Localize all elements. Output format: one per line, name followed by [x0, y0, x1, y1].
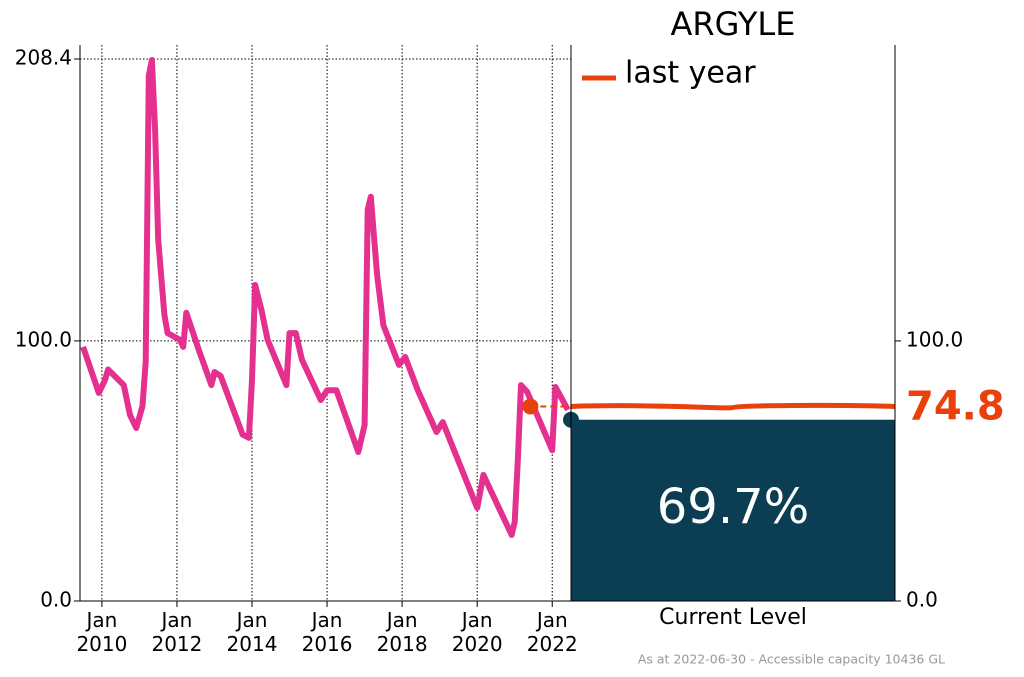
x-tick-label: Jan 2016	[301, 608, 353, 656]
legend-label: last year	[625, 56, 756, 91]
x-tick-label: Current Level	[659, 605, 807, 630]
x-tick-label: Jan 2020	[451, 608, 503, 656]
reference-dot	[522, 398, 539, 415]
y-tick-label: 0.0	[906, 588, 938, 612]
x-tick-label: Jan 2014	[226, 608, 278, 656]
x-tick-label: Jan 2022	[526, 608, 578, 656]
value-label: 69.7%	[657, 479, 809, 535]
footnote: As at 2022-06-30 - Accessible capacity 1…	[638, 652, 945, 667]
reference-label: 74.8	[906, 383, 1005, 429]
y-tick-label: 100.0	[15, 327, 72, 351]
y-tick-label: 208.4	[15, 46, 72, 70]
reference-line	[570, 402, 896, 411]
y-tick-label: 0.0	[40, 588, 72, 612]
x-tick-label: Jan 2018	[376, 608, 428, 656]
data-line	[80, 57, 571, 538]
chart-title: ARGYLE	[671, 5, 796, 43]
bar	[571, 419, 895, 601]
y-tick-label: 100.0	[906, 327, 963, 351]
x-tick-label: Jan 2010	[76, 608, 128, 656]
x-tick-label: Jan 2012	[151, 608, 203, 656]
